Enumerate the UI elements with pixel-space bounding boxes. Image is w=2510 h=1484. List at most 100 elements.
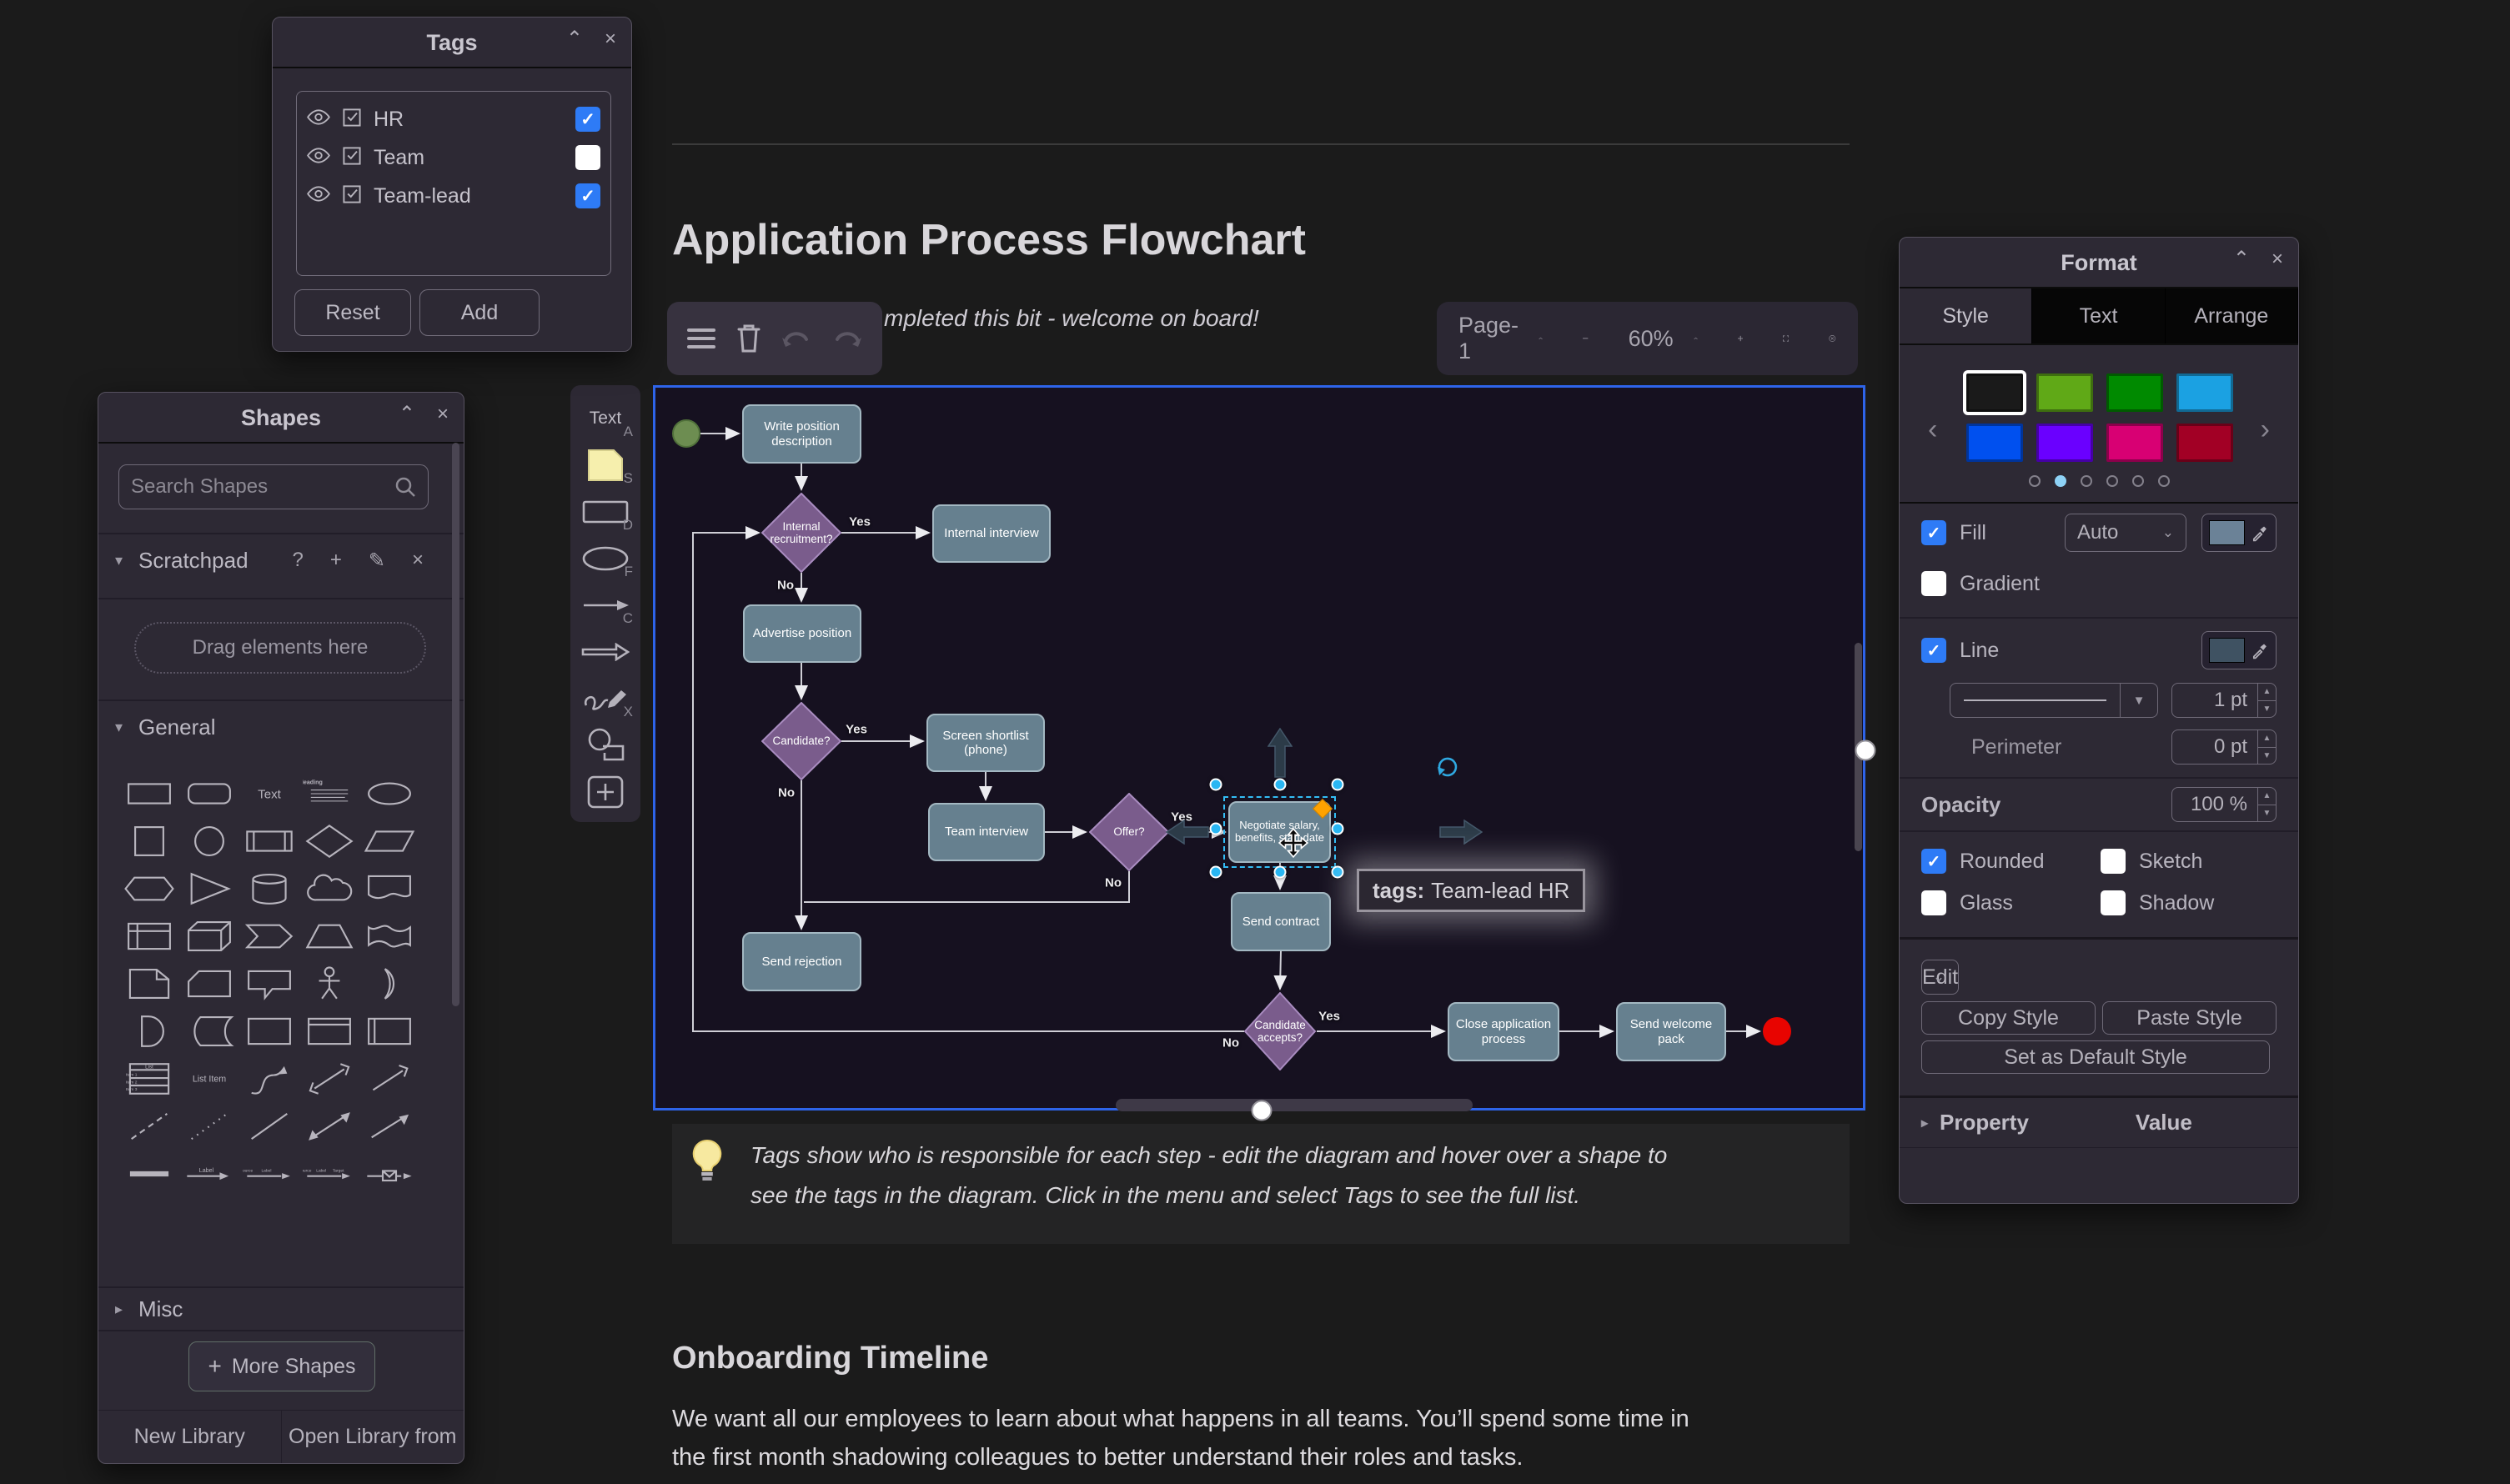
- copy-style-button[interactable]: Copy Style: [1921, 1001, 2096, 1035]
- sketch-checkbox[interactable]: [2101, 849, 2126, 874]
- insert-tool[interactable]: [570, 769, 640, 815]
- shape-ellipse[interactable]: [359, 770, 419, 817]
- style-swatch[interactable]: [1963, 370, 2026, 415]
- shape-step[interactable]: [239, 912, 299, 960]
- chevron-right-icon[interactable]: ›: [2260, 414, 2270, 445]
- shape-source-connector[interactable]: Source Label: [239, 1150, 299, 1197]
- collapse-icon[interactable]: ⌃: [398, 403, 415, 425]
- shape-bidirectional-connector[interactable]: [299, 1102, 359, 1150]
- fill-color-button[interactable]: [2201, 514, 2277, 552]
- shape-square[interactable]: [119, 817, 179, 865]
- open-library-button[interactable]: Open Library from: [289, 1425, 457, 1448]
- edit-icon[interactable]: ✎: [368, 549, 385, 572]
- shape-curve[interactable]: [239, 1055, 299, 1102]
- flow-node-negotiate[interactable]: Negotiate salary, benefits, start date: [1228, 801, 1331, 863]
- flow-node-offer[interactable]: Offer?: [1089, 793, 1169, 871]
- misc-section[interactable]: ▸ Misc: [98, 1288, 464, 1330]
- text-tool[interactable]: Text A: [589, 409, 633, 439]
- flow-node-send-welcome[interactable]: Send welcome pack: [1616, 1002, 1726, 1061]
- shape-container[interactable]: [239, 1007, 299, 1055]
- collapse-icon[interactable]: ⌃: [2232, 248, 2250, 270]
- selection-handle[interactable]: [1209, 778, 1222, 791]
- note-tool[interactable]: S: [570, 442, 640, 489]
- block-arrow-tool[interactable]: [570, 629, 640, 675]
- resize-handle-right[interactable]: [1855, 739, 1876, 761]
- add-button[interactable]: Add: [419, 289, 540, 336]
- pager-dot[interactable]: [2054, 475, 2066, 487]
- shape-envelope-connector[interactable]: [359, 1150, 419, 1197]
- shape-directional-connector[interactable]: [359, 1102, 419, 1150]
- shape-and[interactable]: [119, 1007, 179, 1055]
- tag-check-icon[interactable]: [342, 146, 362, 170]
- shape-cylinder[interactable]: [239, 865, 299, 912]
- eye-icon[interactable]: [307, 148, 330, 168]
- shape-horizontal-container[interactable]: [359, 1007, 419, 1055]
- selection-handle[interactable]: [1273, 865, 1286, 879]
- shape-note[interactable]: [119, 960, 179, 1007]
- chevron-left-icon[interactable]: ‹: [1928, 414, 1938, 445]
- flow-node-write-position[interactable]: Write position description: [742, 404, 861, 464]
- close-icon[interactable]: ×: [604, 28, 616, 50]
- freehand-tool[interactable]: X: [570, 675, 640, 722]
- selection-handle[interactable]: [1331, 778, 1344, 791]
- shape-document[interactable]: [359, 865, 419, 912]
- zoom-out-icon[interactable]: [1583, 336, 1589, 341]
- selection-handle[interactable]: [1273, 778, 1286, 791]
- style-swatch[interactable]: [1966, 424, 2023, 462]
- shape-tape[interactable]: [359, 912, 419, 960]
- flow-node-end[interactable]: [1763, 1017, 1791, 1045]
- flow-node-send-contract[interactable]: Send contract: [1231, 892, 1331, 951]
- close-icon[interactable]: ×: [436, 403, 449, 425]
- shape-circle[interactable]: [179, 817, 239, 865]
- paste-style-button[interactable]: Paste Style: [2102, 1001, 2277, 1035]
- canvas-horizontal-scrollbar[interactable]: [1116, 1099, 1473, 1111]
- shape-line[interactable]: [239, 1102, 299, 1150]
- shape-parallelogram[interactable]: [359, 817, 419, 865]
- close-icon[interactable]: ×: [2271, 248, 2283, 270]
- rectangle-tool[interactable]: D: [570, 489, 640, 535]
- shape-dotted-line[interactable]: [179, 1102, 239, 1150]
- shape-hexagon[interactable]: [119, 865, 179, 912]
- general-section[interactable]: ▾ General: [98, 701, 464, 753]
- style-swatch[interactable]: [2106, 424, 2163, 462]
- pager-dot[interactable]: [2106, 475, 2118, 487]
- glass-checkbox[interactable]: [1921, 890, 1946, 915]
- line-style-dropdown[interactable]: ▼: [1950, 683, 2158, 718]
- zoom-level[interactable]: 60%: [1628, 325, 1674, 351]
- tab-arrange[interactable]: Arrange: [2165, 288, 2298, 343]
- gradient-checkbox[interactable]: [1921, 571, 1946, 596]
- eye-icon[interactable]: [307, 186, 330, 206]
- collapse-icon[interactable]: ⌃: [565, 28, 583, 50]
- selection-handle[interactable]: [1209, 865, 1222, 879]
- opacity-value[interactable]: 100 %: [2171, 787, 2258, 822]
- selection-handle[interactable]: [1331, 822, 1344, 835]
- shape-link[interactable]: [119, 1150, 179, 1197]
- shapes-scrollbar[interactable]: [452, 443, 459, 1006]
- shape-list-item[interactable]: List Item: [179, 1055, 239, 1102]
- shape-card[interactable]: [179, 960, 239, 1007]
- shape-arrow[interactable]: [359, 1055, 419, 1102]
- flow-node-screen-shortlist[interactable]: Screen shortlist (phone): [926, 714, 1045, 772]
- line-color-button[interactable]: [2201, 631, 2277, 669]
- perimeter-value[interactable]: 0 pt: [2171, 729, 2258, 765]
- shape-actor[interactable]: [299, 960, 359, 1007]
- rotate-icon[interactable]: [1435, 755, 1458, 783]
- tab-text[interactable]: Text: [2032, 288, 2166, 343]
- shape-heading[interactable]: Heading: [299, 770, 359, 817]
- connect-left-arrow[interactable]: [1165, 819, 1209, 849]
- rounded-checkbox[interactable]: ✓: [1921, 849, 1946, 874]
- more-shapes-button[interactable]: + More Shapes: [188, 1341, 375, 1391]
- diagram-canvas[interactable]: Yes No Yes Yes Yes No No No Write position descr…: [653, 385, 1876, 1121]
- ellipse-tool[interactable]: F: [570, 535, 640, 582]
- shape-process[interactable]: [239, 817, 299, 865]
- tab-style[interactable]: Style: [1900, 288, 2033, 343]
- style-swatch[interactable]: [2176, 424, 2233, 462]
- shape-cloud[interactable]: [299, 865, 359, 912]
- style-swatch[interactable]: [2036, 374, 2093, 412]
- connect-up-arrow[interactable]: [1267, 727, 1293, 782]
- shadow-checkbox[interactable]: [2101, 890, 2126, 915]
- fill-mode-dropdown[interactable]: Auto ⌄: [2065, 514, 2186, 552]
- tag-checkbox[interactable]: ✓: [575, 183, 600, 208]
- scratchpad-section[interactable]: ▾ Scratchpad ? + ✎ ×: [98, 534, 464, 586]
- flow-node-send-rejection[interactable]: Send rejection: [742, 932, 861, 991]
